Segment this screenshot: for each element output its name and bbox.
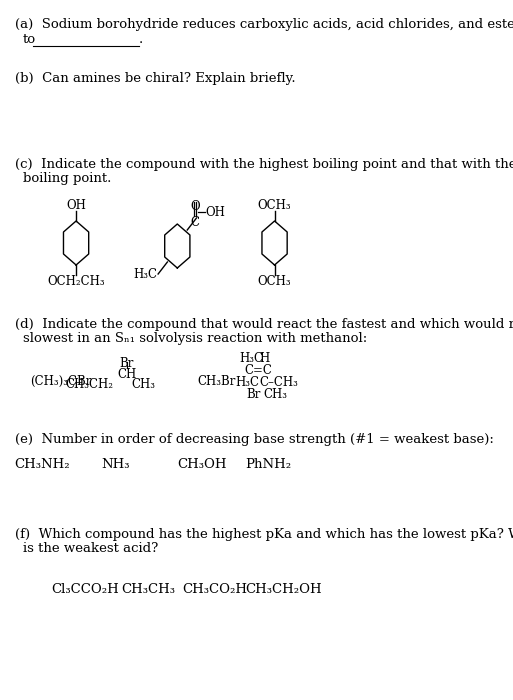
Text: CH₃NH₂: CH₃NH₂ xyxy=(14,458,70,471)
Text: O: O xyxy=(190,200,200,213)
Text: OH: OH xyxy=(205,206,225,219)
Text: CH₃CH₂: CH₃CH₂ xyxy=(66,378,114,391)
Text: CH₃: CH₃ xyxy=(263,388,287,401)
Text: is the weakest acid?: is the weakest acid? xyxy=(23,542,159,555)
Text: (f)  Which compound has the highest pKa and which has the lowest pKa? Which: (f) Which compound has the highest pKa a… xyxy=(14,528,513,541)
Text: boiling point.: boiling point. xyxy=(23,172,111,185)
Text: CH: CH xyxy=(117,368,136,381)
Text: H₃C: H₃C xyxy=(133,268,157,281)
Text: .: . xyxy=(139,33,143,46)
Text: to: to xyxy=(23,33,36,46)
Text: CH₃Br: CH₃Br xyxy=(197,375,235,388)
Text: OCH₂CH₃: OCH₂CH₃ xyxy=(47,275,105,288)
Text: Br: Br xyxy=(120,357,134,370)
Text: H₃C: H₃C xyxy=(240,352,264,365)
Text: (e)  Number in order of decreasing base strength (#1 = weakest base):: (e) Number in order of decreasing base s… xyxy=(14,433,494,446)
Text: (a)  Sodium borohydride reduces carboxylic acids, acid chlorides, and esters: (a) Sodium borohydride reduces carboxyli… xyxy=(14,18,513,31)
Text: CH₃CH₂OH: CH₃CH₂OH xyxy=(245,583,322,596)
Text: CH₃CH₃: CH₃CH₃ xyxy=(121,583,175,596)
Text: CH₃OH: CH₃OH xyxy=(177,458,227,471)
Text: OCH₃: OCH₃ xyxy=(258,275,291,288)
Text: PhNH₂: PhNH₂ xyxy=(245,458,291,471)
Text: NH₃: NH₃ xyxy=(101,458,130,471)
Text: CH₃: CH₃ xyxy=(131,378,155,391)
Text: Br: Br xyxy=(246,388,261,401)
Text: H₃C: H₃C xyxy=(235,376,259,389)
Text: (CH₃)₃CBr: (CH₃)₃CBr xyxy=(30,375,91,388)
Text: OH: OH xyxy=(66,199,86,212)
Text: Cl₃CCO₂H: Cl₃CCO₂H xyxy=(52,583,120,596)
Text: (d)  Indicate the compound that would react the fastest and which would react th: (d) Indicate the compound that would rea… xyxy=(14,318,513,331)
Text: C=C: C=C xyxy=(245,364,273,377)
Text: H: H xyxy=(260,352,270,365)
Text: C–CH₃: C–CH₃ xyxy=(260,376,298,389)
Text: (c)  Indicate the compound with the highest boiling point and that with the lowe: (c) Indicate the compound with the highe… xyxy=(14,158,513,171)
Text: slowest in an Sₙ₁ solvolysis reaction with methanol:: slowest in an Sₙ₁ solvolysis reaction wi… xyxy=(23,332,367,345)
Text: OCH₃: OCH₃ xyxy=(258,199,291,212)
Text: (b)  Can amines be chiral? Explain briefly.: (b) Can amines be chiral? Explain briefl… xyxy=(14,72,295,85)
Text: CH₃CO₂H: CH₃CO₂H xyxy=(182,583,247,596)
Text: C: C xyxy=(191,216,200,229)
